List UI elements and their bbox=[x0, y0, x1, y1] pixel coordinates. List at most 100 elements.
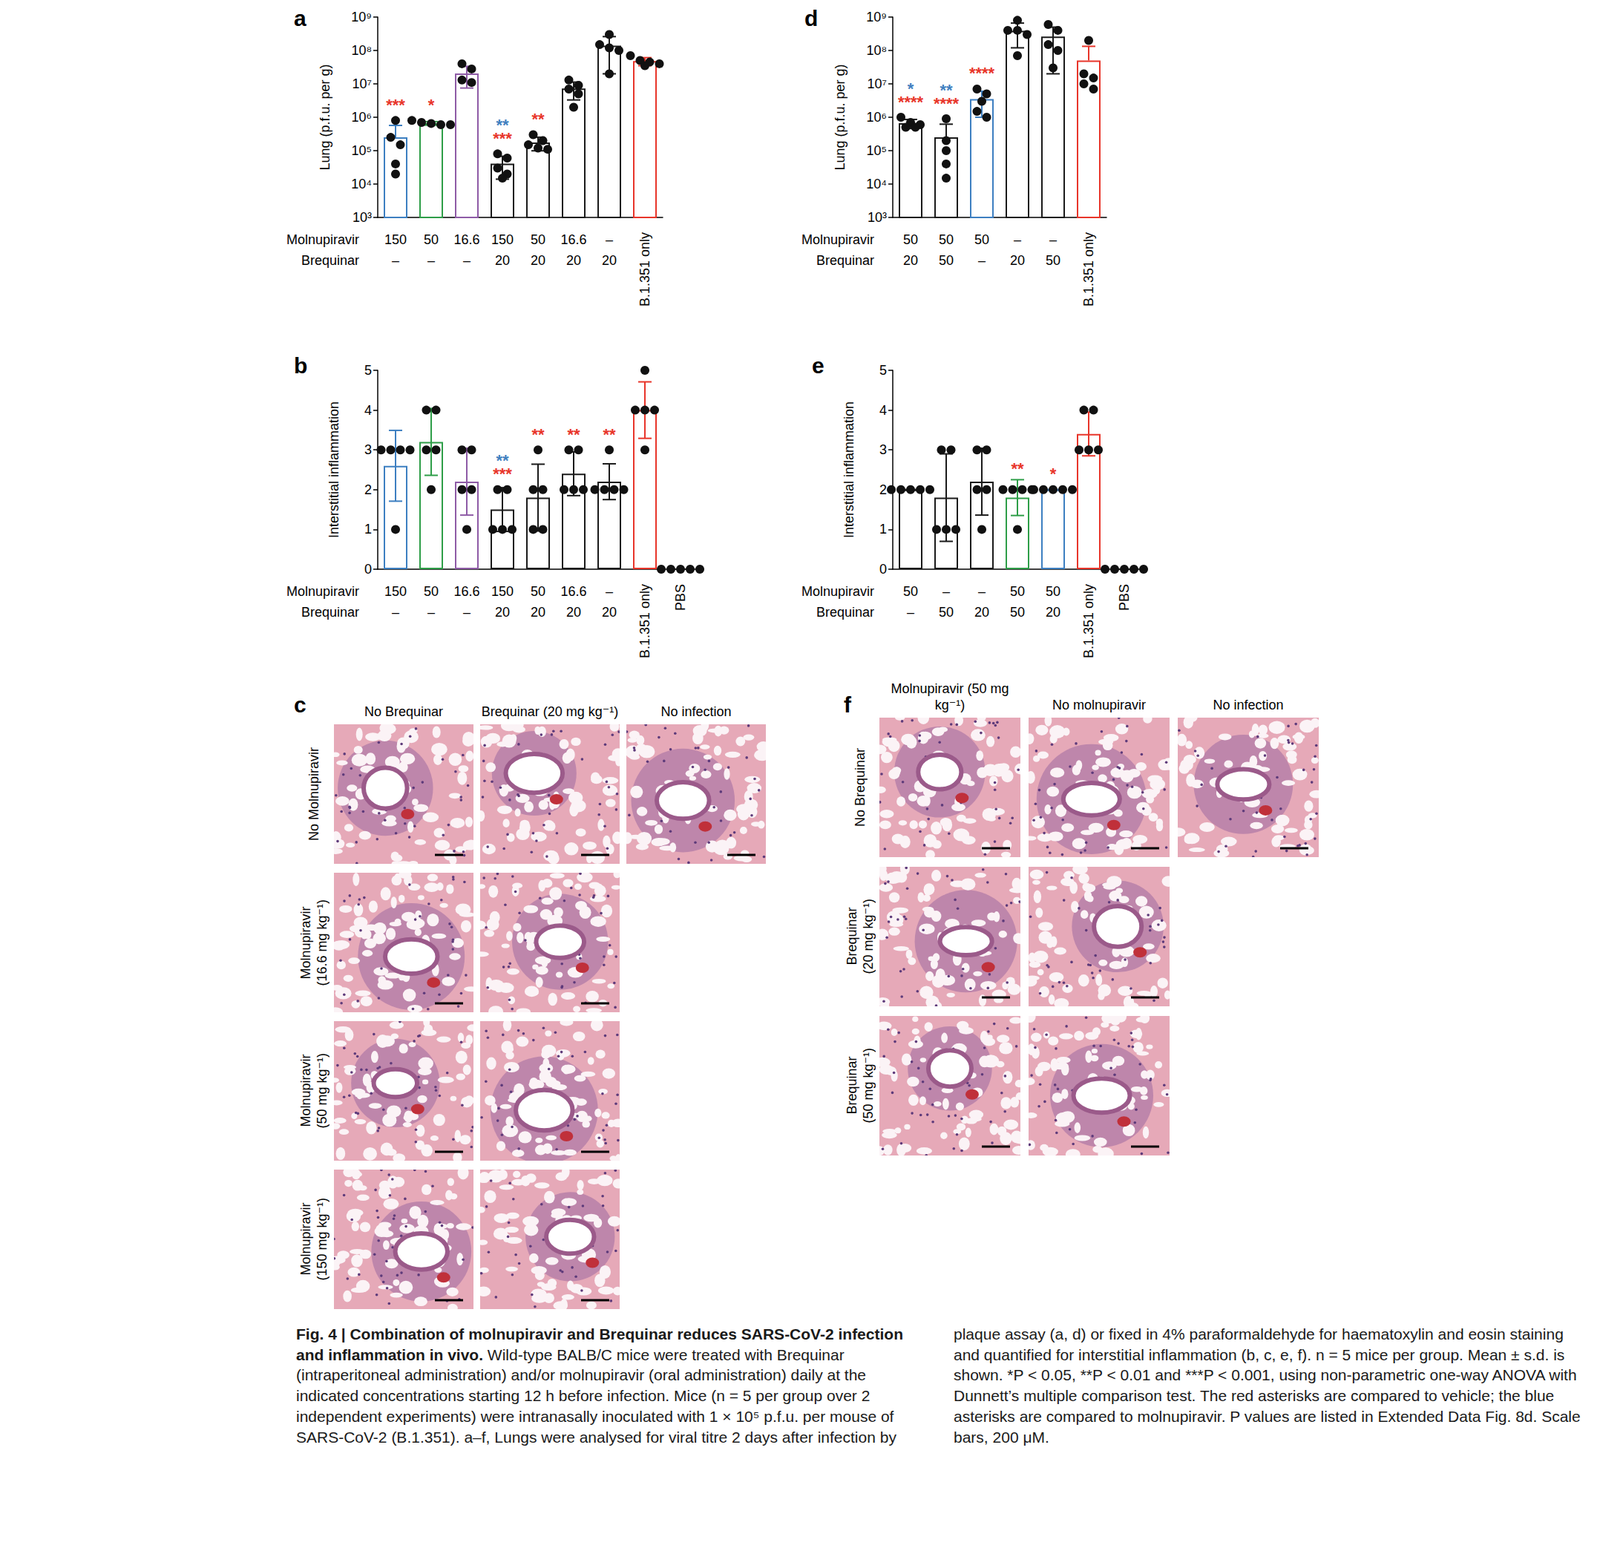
svg-text:50: 50 bbox=[423, 232, 439, 248]
svg-text:Brequinar: Brequinar bbox=[816, 253, 875, 268]
svg-text:150: 150 bbox=[491, 232, 514, 248]
svg-text:*: * bbox=[1050, 464, 1057, 484]
svg-text:Molnupiravir: Molnupiravir bbox=[801, 232, 875, 248]
svg-text:10⁸: 10⁸ bbox=[866, 43, 887, 58]
svg-text:16.6: 16.6 bbox=[453, 584, 480, 599]
svg-text:50: 50 bbox=[1010, 584, 1025, 599]
svg-text:20: 20 bbox=[530, 253, 546, 268]
svg-text:–: – bbox=[391, 604, 400, 620]
svg-text:10⁹: 10⁹ bbox=[351, 9, 372, 25]
svg-text:16.6: 16.6 bbox=[453, 232, 480, 248]
svg-text:10⁴: 10⁴ bbox=[351, 176, 372, 192]
svg-text:3: 3 bbox=[879, 442, 887, 458]
svg-text:B.1.351 only: B.1.351 only bbox=[1081, 584, 1097, 659]
svg-text:50: 50 bbox=[530, 232, 546, 248]
svg-text:10⁴: 10⁴ bbox=[866, 176, 887, 192]
svg-text:**: ** bbox=[531, 425, 545, 444]
svg-text:Molnupiravir: Molnupiravir bbox=[286, 232, 360, 248]
svg-text:**: ** bbox=[566, 425, 581, 444]
svg-text:10⁹: 10⁹ bbox=[866, 9, 887, 25]
svg-text:10⁶: 10⁶ bbox=[351, 109, 372, 125]
svg-text:PBS: PBS bbox=[673, 584, 688, 611]
svg-text:****: **** bbox=[969, 63, 996, 83]
svg-text:16.6: 16.6 bbox=[560, 232, 587, 248]
svg-text:2: 2 bbox=[364, 482, 372, 498]
svg-text:–: – bbox=[1013, 232, 1022, 248]
svg-text:150: 150 bbox=[491, 584, 514, 599]
svg-text:150: 150 bbox=[384, 584, 407, 599]
svg-text:10⁷: 10⁷ bbox=[866, 76, 887, 92]
svg-text:B.1.351 only: B.1.351 only bbox=[637, 232, 653, 307]
svg-text:Brequinar: Brequinar bbox=[301, 604, 360, 620]
svg-text:B.1.351 only: B.1.351 only bbox=[637, 584, 653, 659]
svg-text:20: 20 bbox=[601, 253, 617, 268]
svg-text:2: 2 bbox=[879, 482, 887, 498]
svg-text:50: 50 bbox=[938, 253, 954, 268]
svg-text:–: – bbox=[391, 253, 400, 268]
svg-text:50: 50 bbox=[530, 584, 546, 599]
svg-text:PBS: PBS bbox=[1116, 584, 1132, 611]
svg-text:*: * bbox=[428, 95, 435, 115]
svg-text:50: 50 bbox=[903, 584, 918, 599]
svg-text:0: 0 bbox=[364, 561, 372, 577]
svg-text:150: 150 bbox=[384, 232, 407, 248]
svg-text:Molnupiravir: Molnupiravir bbox=[286, 584, 360, 599]
svg-text:–: – bbox=[605, 584, 613, 599]
svg-text:–: – bbox=[1049, 232, 1057, 248]
svg-text:20: 20 bbox=[494, 253, 510, 268]
svg-text:**: ** bbox=[1010, 459, 1025, 478]
svg-text:20: 20 bbox=[1010, 253, 1025, 268]
svg-text:0: 0 bbox=[879, 561, 887, 577]
svg-text:20: 20 bbox=[566, 604, 582, 620]
svg-text:16.6: 16.6 bbox=[560, 584, 587, 599]
svg-text:**: ** bbox=[939, 80, 953, 100]
svg-text:–: – bbox=[463, 604, 471, 620]
svg-text:3: 3 bbox=[364, 442, 372, 458]
svg-text:50: 50 bbox=[938, 232, 954, 248]
svg-text:10³: 10³ bbox=[867, 210, 887, 225]
svg-text:20: 20 bbox=[974, 604, 990, 620]
svg-text:–: – bbox=[906, 604, 915, 620]
svg-text:B.1.351 only: B.1.351 only bbox=[1081, 232, 1097, 307]
svg-text:Brequinar: Brequinar bbox=[301, 253, 360, 268]
svg-text:10³: 10³ bbox=[352, 210, 372, 225]
svg-text:–: – bbox=[427, 604, 435, 620]
svg-text:5: 5 bbox=[364, 362, 372, 378]
svg-text:50: 50 bbox=[938, 604, 954, 620]
svg-text:20: 20 bbox=[1045, 604, 1061, 620]
svg-text:50: 50 bbox=[903, 232, 918, 248]
svg-text:50: 50 bbox=[1045, 584, 1061, 599]
svg-text:10⁶: 10⁶ bbox=[866, 109, 887, 125]
svg-text:4: 4 bbox=[879, 402, 887, 418]
svg-text:**: ** bbox=[495, 115, 510, 135]
svg-text:–: – bbox=[463, 253, 471, 268]
svg-text:–: – bbox=[942, 584, 950, 599]
svg-text:**: ** bbox=[495, 451, 510, 470]
svg-text:**: ** bbox=[531, 109, 545, 129]
svg-text:20: 20 bbox=[903, 253, 918, 268]
svg-text:Lung (p.f.u. per g): Lung (p.f.u. per g) bbox=[832, 63, 848, 170]
svg-text:50: 50 bbox=[1010, 604, 1025, 620]
svg-text:–: – bbox=[605, 232, 613, 248]
svg-text:***: *** bbox=[385, 95, 406, 115]
svg-text:10⁸: 10⁸ bbox=[351, 43, 372, 58]
svg-text:4: 4 bbox=[364, 402, 372, 418]
svg-text:20: 20 bbox=[494, 604, 510, 620]
svg-text:10⁷: 10⁷ bbox=[351, 76, 372, 92]
svg-text:50: 50 bbox=[423, 584, 439, 599]
svg-text:Molnupiravir: Molnupiravir bbox=[801, 584, 875, 599]
svg-text:20: 20 bbox=[566, 253, 582, 268]
svg-text:Lung (p.f.u. per g): Lung (p.f.u. per g) bbox=[317, 63, 333, 170]
svg-text:**: ** bbox=[602, 425, 616, 444]
svg-text:–: – bbox=[978, 253, 986, 268]
svg-text:50: 50 bbox=[1045, 253, 1061, 268]
svg-text:5: 5 bbox=[879, 362, 887, 378]
svg-text:–: – bbox=[427, 253, 435, 268]
svg-text:10⁵: 10⁵ bbox=[351, 143, 372, 159]
svg-text:Brequinar: Brequinar bbox=[816, 604, 875, 620]
svg-text:Interstitial inflammation: Interstitial inflammation bbox=[326, 401, 342, 539]
svg-text:1: 1 bbox=[879, 521, 887, 537]
svg-text:–: – bbox=[978, 584, 986, 599]
svg-text:*: * bbox=[907, 79, 915, 98]
svg-text:50: 50 bbox=[974, 232, 990, 248]
